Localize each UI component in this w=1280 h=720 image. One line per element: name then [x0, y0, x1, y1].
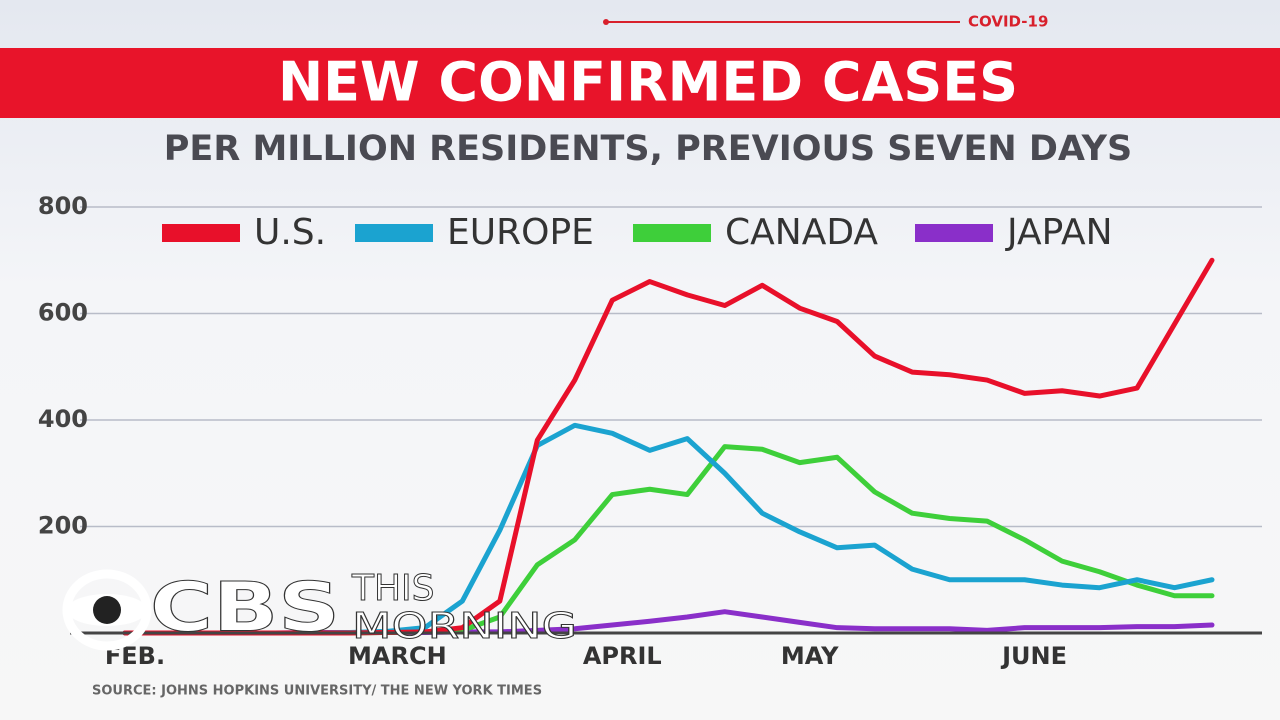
title-banner	[0, 48, 1280, 118]
legend-swatch	[915, 224, 993, 242]
legend-swatch	[162, 224, 240, 242]
x-tick-label: MAY	[781, 642, 839, 670]
legend-label: EUROPE	[447, 212, 594, 253]
x-tick-label: MARCH	[348, 642, 447, 670]
logo-line2: MORNING	[352, 606, 577, 647]
y-tick-label: 200	[38, 512, 88, 540]
logo-main: CBS	[150, 569, 340, 648]
chart-subtitle: PER MILLION RESIDENTS, PREVIOUS SEVEN DA…	[164, 129, 1132, 169]
y-tick-label: 400	[38, 405, 88, 433]
legend-label: JAPAN	[1005, 212, 1113, 253]
x-tick-label: APRIL	[583, 642, 662, 670]
logo-line1: THIS	[351, 568, 435, 609]
y-tick-label: 800	[38, 192, 88, 220]
tag-dot	[603, 19, 609, 25]
tag: COVID-19	[968, 13, 1048, 31]
logo: CBS THIS MORNING	[62, 568, 578, 651]
legend-label: U.S.	[254, 212, 326, 253]
logo-pupil	[93, 596, 121, 624]
legend-label: CANADA	[725, 212, 878, 253]
x-tick-label: JUNE	[1000, 642, 1067, 670]
source: SOURCE: JOHNS HOPKINS UNIVERSITY/ THE NE…	[92, 684, 542, 699]
legend-swatch	[633, 224, 711, 242]
y-tick-label: 600	[38, 299, 88, 327]
legend-swatch	[355, 224, 433, 242]
chart-title: NEW CONFIRMED CASES	[278, 51, 1018, 114]
